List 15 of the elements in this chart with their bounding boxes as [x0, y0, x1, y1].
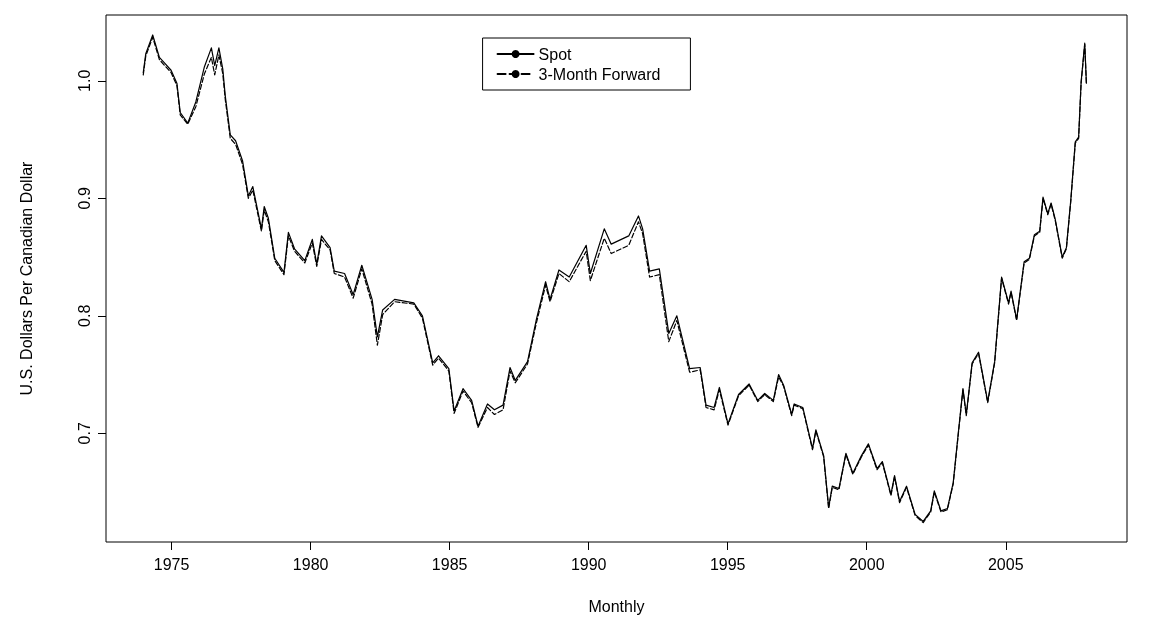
x-tick-label: 1990	[570, 555, 607, 573]
x-axis-title: Monthly	[588, 597, 645, 615]
y-axis-title: U.S. Dollars Per Canadian Dollar	[17, 160, 35, 396]
legend-label: Spot	[538, 45, 573, 63]
y-tick-label: 0.9	[75, 187, 93, 210]
x-tick-label: 2000	[848, 555, 885, 573]
x-tick-label: 1995	[709, 555, 746, 573]
x-tick-label: 2005	[987, 555, 1024, 573]
y-tick-label: 0.8	[75, 304, 93, 327]
x-tick-label: 1985	[431, 555, 468, 573]
y-tick-label: 0.7	[75, 422, 93, 445]
x-tick-label: 1975	[153, 555, 190, 573]
legend-label: 3-Month Forward	[538, 65, 661, 83]
y-tick-label: 1.0	[75, 69, 93, 92]
x-tick-label: 1980	[292, 555, 329, 573]
